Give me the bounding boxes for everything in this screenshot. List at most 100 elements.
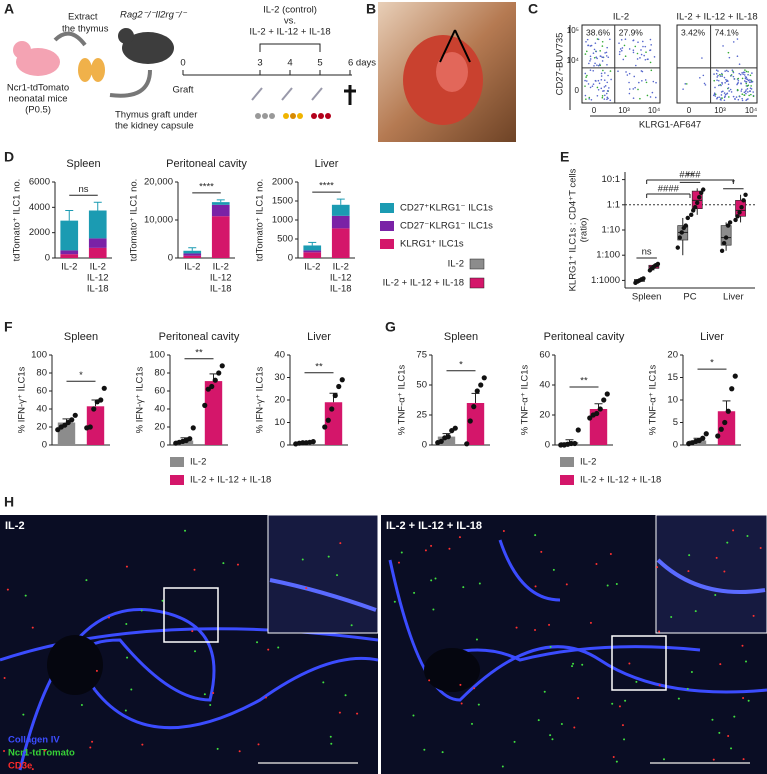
thymus-icon (91, 58, 105, 82)
data-point (641, 276, 646, 281)
speckle (6, 588, 9, 591)
y-tick-label: 40 (274, 350, 285, 361)
schematic-text: (P0.5) (25, 105, 51, 116)
flow-dot (604, 85, 607, 87)
flow-dot (640, 53, 643, 56)
y-tick-label: 10⁴ (567, 56, 580, 65)
y-tick-label: 60 (36, 386, 47, 397)
timeline-label: Graft (172, 85, 193, 96)
flow-dot (744, 90, 747, 93)
flow-dot (589, 60, 591, 62)
flow-dot (743, 74, 746, 76)
speckle (257, 743, 260, 746)
flow-dot (730, 91, 733, 93)
speckle (277, 646, 280, 649)
data-point (98, 397, 104, 403)
speckle (124, 709, 127, 712)
panel-letter: B (366, 1, 376, 17)
flow-dot (744, 76, 747, 78)
panel-letter: F (4, 319, 13, 335)
flow-dot (721, 73, 723, 76)
flow-dot (606, 81, 609, 84)
speckle (125, 622, 128, 625)
legend-swatch (380, 203, 394, 213)
flow-dot (592, 83, 595, 85)
data-point (481, 375, 487, 381)
speckle (31, 626, 34, 629)
speckle (85, 579, 88, 582)
quadrant-label: 3.42% (681, 27, 706, 37)
speckle (91, 740, 94, 743)
data-point (332, 392, 338, 399)
legend-label: IL-2 (190, 457, 206, 468)
flow-dot (743, 71, 746, 74)
speckle (746, 535, 749, 538)
flow-dot (589, 69, 592, 71)
speckle (305, 587, 308, 590)
timeline-label: 0 (180, 58, 185, 69)
speckle (80, 704, 83, 707)
flow-dot (745, 92, 747, 95)
bar-segment (303, 252, 322, 258)
flow-dot (736, 38, 739, 40)
speckle (459, 683, 462, 686)
flow-dot (585, 98, 587, 100)
speckle (460, 702, 463, 705)
speckle (730, 747, 733, 750)
bar-segment (303, 245, 322, 251)
speckle (513, 740, 516, 743)
flow-dot (749, 90, 752, 92)
data-point (62, 422, 68, 428)
flow-dot (596, 38, 599, 40)
flow-dot (605, 51, 608, 54)
legend-swatch (380, 221, 394, 231)
significance-label: ** (580, 376, 588, 387)
speckle (581, 663, 584, 666)
speckle (458, 536, 461, 539)
data-point (723, 235, 729, 240)
speckle (203, 693, 206, 696)
speckle (141, 743, 144, 746)
flow-dot (728, 56, 731, 59)
data-point (693, 205, 698, 210)
flow-dot (704, 84, 707, 86)
x-tick-label: IL-12 (210, 273, 232, 284)
y-axis-label: tdTomato⁺ ILC1 no. (12, 179, 23, 262)
y-tick-label: 500 (277, 234, 293, 245)
flow-dot (728, 96, 730, 98)
y-tick-label: 10,000 (144, 215, 173, 226)
flow-dot (747, 91, 749, 93)
y-tick-label: 20 (274, 395, 285, 406)
legend-label: IL-2 + IL-12 + IL-18 (580, 475, 661, 486)
flow-dot (589, 58, 592, 60)
flow-dot (589, 86, 592, 89)
flow-dot (588, 62, 590, 65)
bar (717, 411, 736, 445)
data-point (87, 424, 93, 430)
y-tick-label: 1:10 (602, 225, 621, 236)
speckle (572, 662, 575, 665)
flow-dot (745, 89, 747, 91)
flow-dot (720, 91, 723, 93)
flow-dot (636, 58, 639, 60)
flow-dot (727, 83, 730, 86)
flow-dot (717, 84, 720, 87)
channel-label: Collagen IV (8, 735, 60, 746)
x-tick-label: IL-2 (184, 262, 200, 273)
bracket (259, 43, 321, 52)
speckle (747, 699, 750, 702)
flow-dot (684, 83, 687, 85)
flow-dot (593, 48, 596, 51)
flow-dot (743, 94, 745, 96)
flow-dot (604, 72, 606, 74)
y-tick-label: 0 (168, 253, 173, 264)
inset (267, 514, 379, 634)
quadrant-label: 74.1% (715, 27, 740, 37)
significance-label: ** (686, 171, 694, 182)
data-point (732, 373, 738, 379)
flow-dot (618, 53, 621, 56)
flow-dot (747, 71, 749, 73)
y-tick-label: 50 (416, 380, 427, 391)
speckle (462, 586, 465, 589)
speckle (194, 650, 197, 653)
